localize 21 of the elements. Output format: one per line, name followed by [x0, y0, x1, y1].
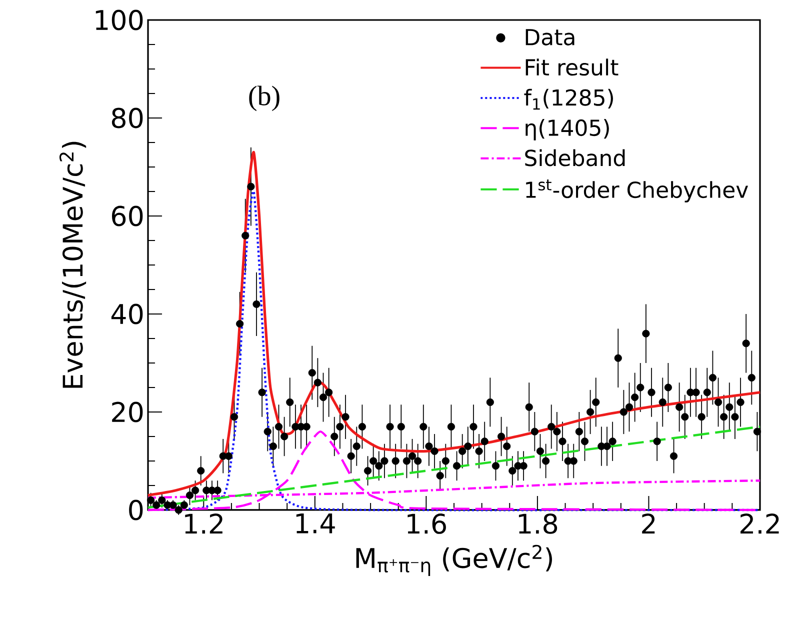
y-tick-label: 0 [129, 500, 143, 520]
y-tick-label: 80 [112, 108, 143, 128]
legend-label: f$_{1}$(1285) [524, 88, 613, 110]
x-axis-title: M$_{π⁺π⁻η}$ (GeV/c$^{2}$) [356, 544, 552, 576]
legend-label: η(1405) [526, 119, 609, 140]
x-tick-label: 1.4 [296, 514, 335, 534]
x-tick-label: 2.2 [740, 514, 779, 534]
y-tick-label: 100 [96, 10, 143, 30]
x-tick-label: 2 [642, 514, 655, 534]
annotation: (b) [249, 86, 280, 112]
legend-label: Data [526, 29, 574, 46]
y-tick-label: 20 [112, 402, 143, 422]
x-tick-label: 1.2 [185, 514, 222, 534]
x-tick-label: 1.6 [408, 514, 446, 534]
y-axis-title: Events/(10MeV/c$^{2}$) [59, 142, 86, 388]
x-tick-label: 1.8 [518, 514, 558, 534]
legend-label: Fit result [526, 58, 618, 76]
y-tick-label: 60 [112, 206, 143, 226]
legend-label: Sideband [525, 149, 625, 166]
y-tick-label: 40 [111, 304, 143, 324]
legend-label: 1$^{st}$-order Chebychev [526, 179, 748, 202]
